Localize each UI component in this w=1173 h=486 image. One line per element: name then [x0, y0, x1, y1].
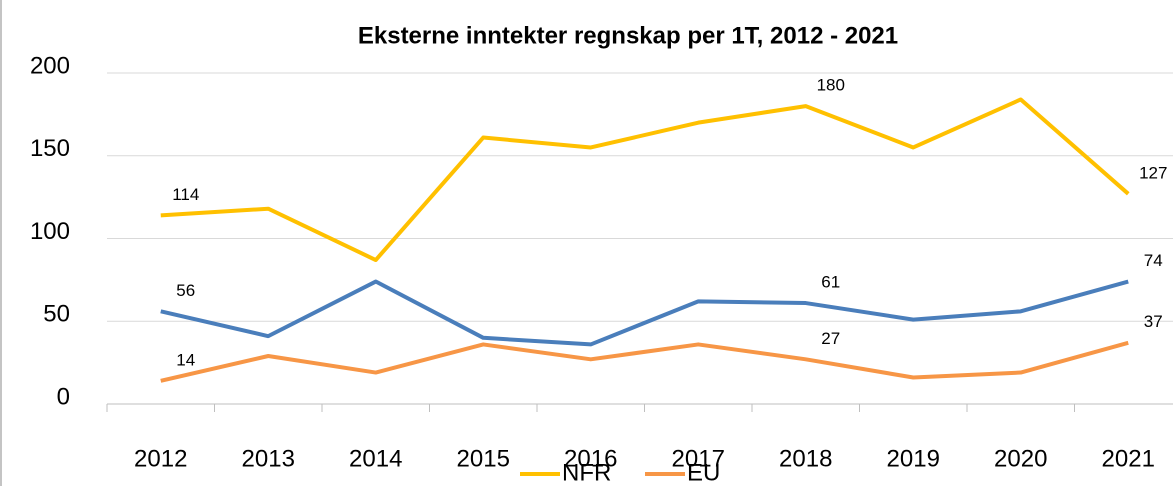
y-tick-label: 0 — [57, 383, 70, 410]
y-tick-label: 150 — [30, 135, 70, 162]
x-tick-label: 2021 — [1102, 445, 1155, 472]
line-series — [160, 340, 1129, 383]
x-tick-label: 2013 — [242, 445, 295, 472]
x-tick-label: 2018 — [779, 445, 832, 472]
data-label: 180 — [817, 76, 845, 95]
y-tick-label: 100 — [30, 218, 70, 245]
data-label: 114 — [172, 185, 199, 204]
data-label: 14 — [176, 350, 195, 369]
chart-title: Eksterne inntekter regnskap per 1T, 2012… — [358, 22, 898, 49]
data-label: 27 — [821, 329, 840, 348]
data-label: 37 — [1144, 312, 1163, 331]
data-label: 56 — [176, 281, 195, 300]
line-series — [160, 279, 1129, 347]
data-label: 127 — [1139, 163, 1167, 182]
x-tick-label: 2017 — [672, 445, 725, 472]
x-tick-label: 2016 — [564, 445, 617, 472]
x-tick-label: 2015 — [457, 445, 510, 472]
y-tick-label: 50 — [43, 301, 70, 328]
legend-label: EU — [687, 459, 720, 486]
data-label: 74 — [1144, 251, 1163, 270]
y-tick-label: 200 — [30, 52, 70, 79]
x-tick-label: 2014 — [349, 445, 402, 472]
data-label: 61 — [821, 273, 840, 292]
x-tick-label: 2012 — [134, 445, 187, 472]
legend-label: NFR — [562, 459, 611, 486]
x-tick-label: 2019 — [887, 445, 940, 472]
line-series — [160, 97, 1130, 263]
x-tick-label: 2020 — [994, 445, 1047, 472]
